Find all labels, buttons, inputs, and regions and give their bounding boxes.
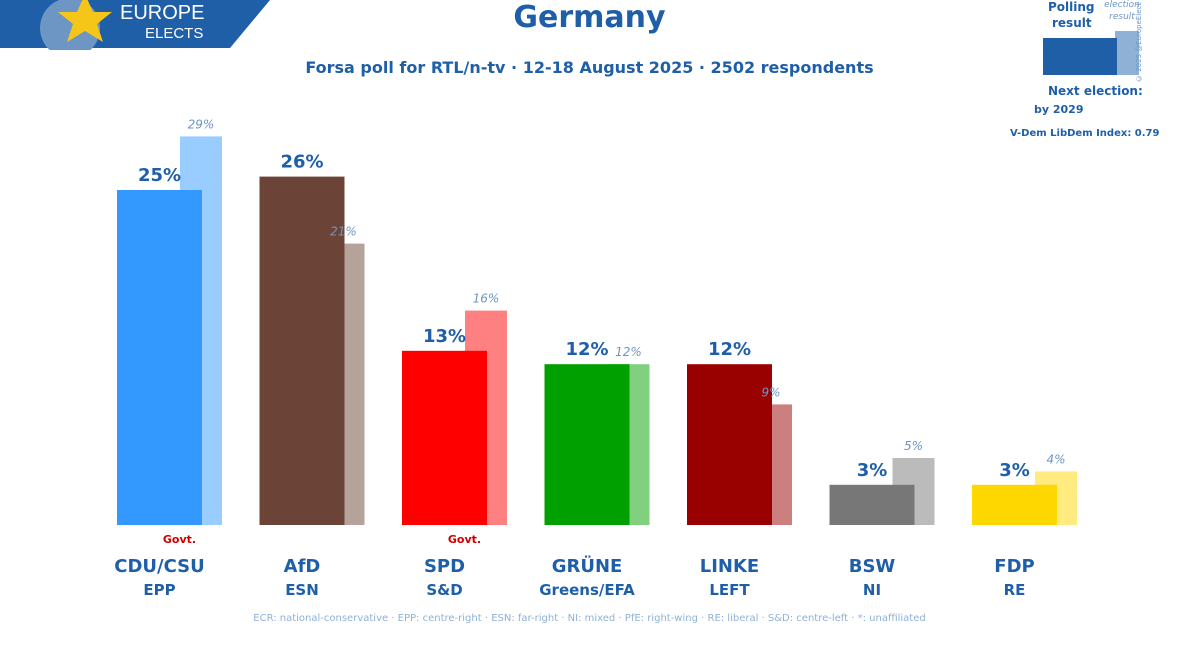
- legend-polling-line2: result: [1052, 16, 1092, 30]
- ep-group-label: S&D: [426, 581, 462, 599]
- party-label: CDU/CSU: [114, 556, 204, 577]
- legend-election-line1: election: [1104, 0, 1140, 10]
- govt-marker: Govt.: [163, 533, 196, 546]
- party-label: BSW: [849, 556, 896, 577]
- ep-group-label: LEFT: [709, 581, 750, 599]
- election-value-label: 9%: [761, 385, 780, 399]
- page-subtitle: Forsa poll for RTL/n-tv · 12-18 August 2…: [305, 58, 874, 77]
- ep-group-label: ESN: [285, 581, 319, 599]
- election-value-label: 4%: [1046, 452, 1065, 466]
- polling-bar: [402, 350, 487, 525]
- legend-next-election: Next election:: [1048, 84, 1143, 98]
- election-value-label: 29%: [188, 117, 215, 131]
- polling-bar: [117, 190, 202, 525]
- polling-value-label: 12%: [565, 339, 608, 360]
- legend-election-line2: result: [1109, 12, 1135, 22]
- ep-group-label: NI: [863, 581, 881, 599]
- legend-vdem-index: V-Dem LibDem Index: 0.79: [1010, 128, 1160, 139]
- party-label: AfD: [284, 556, 321, 577]
- polling-value-label: 3%: [999, 460, 1030, 481]
- groups-footnote: ECR: national-conservative · EPP: centre…: [253, 613, 926, 624]
- party-label: FDP: [994, 556, 1034, 577]
- star-icon: [58, 0, 112, 42]
- legend-polling-line1: Polling: [1048, 0, 1095, 14]
- legend-next-election-date: by 2029: [1034, 103, 1084, 116]
- party-label: SPD: [424, 556, 465, 577]
- logo-line1: EUROPE: [120, 2, 205, 24]
- legend-polling-swatch: [1043, 38, 1117, 75]
- govt-marker: Govt.: [448, 533, 481, 546]
- election-value-label: 16%: [473, 292, 500, 306]
- polling-value-label: 3%: [857, 460, 888, 481]
- legend-election-swatch: [1115, 31, 1139, 75]
- bar-chart: 29% 25% Govt. CDU/CSU EPP 21% 26% AfD ESN 16% 13% G…: [114, 117, 1077, 599]
- europe-elects-logo: [0, 0, 270, 50]
- page-title: Germany: [513, 0, 666, 35]
- polling-bar: [687, 364, 772, 525]
- logo-line2: ELECTS: [145, 25, 204, 42]
- party-label: GRÜNE: [552, 555, 623, 577]
- election-value-label: 21%: [330, 225, 357, 239]
- ep-group-label: RE: [1004, 581, 1026, 599]
- ep-group-label: Greens/EFA: [539, 581, 635, 599]
- polling-value-label: 13%: [423, 326, 466, 347]
- election-value-label: 5%: [904, 439, 923, 453]
- polling-bar: [829, 484, 915, 525]
- polling-value-label: 25%: [138, 165, 181, 186]
- legend: Polling result election result Next elec…: [1010, 0, 1170, 150]
- polling-bar: [259, 176, 345, 525]
- election-value-label: 12%: [615, 345, 642, 359]
- party-label: LINKE: [700, 556, 759, 577]
- polling-value-label: 12%: [708, 339, 751, 360]
- ep-group-label: EPP: [143, 581, 175, 599]
- polling-value-label: 26%: [280, 152, 323, 173]
- polling-bar: [544, 364, 630, 525]
- polling-bar: [972, 484, 1057, 525]
